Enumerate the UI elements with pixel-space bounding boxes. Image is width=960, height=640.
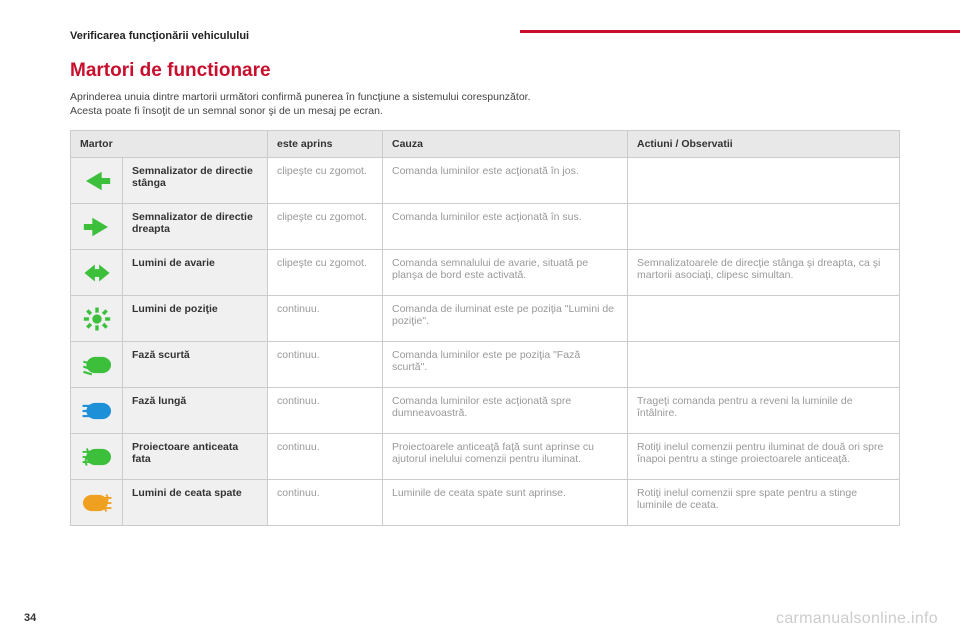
indicator-action: Rotiţi inelul comenzii pentru iluminat d… bbox=[628, 434, 900, 480]
indicator-action: Semnalizatoarele de direcţie stânga şi d… bbox=[628, 250, 900, 296]
indicator-action bbox=[628, 204, 900, 250]
hazard-icon-cell bbox=[71, 250, 123, 296]
front-fog-icon bbox=[80, 443, 114, 471]
table-row: Lumini de ceata spatecontinuu.Luminile d… bbox=[71, 480, 900, 526]
indicator-name: Fază scurtă bbox=[123, 342, 268, 388]
hazard-icon bbox=[80, 259, 114, 287]
indicator-cause: Comanda semnalului de avarie, situată pe… bbox=[383, 250, 628, 296]
header-red-line bbox=[520, 30, 960, 33]
table-header-row: Martor este aprins Cauza Actiuni / Obser… bbox=[71, 131, 900, 158]
indicator-action: Rotiţi inelul comenzii spre spate pentru… bbox=[628, 480, 900, 526]
low-beam-icon bbox=[80, 351, 114, 379]
col-actiuni: Actiuni / Observatii bbox=[628, 131, 900, 158]
indicator-cause: Comanda luminilor este acţionată în jos. bbox=[383, 158, 628, 204]
indicator-lit: clipeşte cu zgomot. bbox=[268, 250, 383, 296]
arrow-left-icon-cell bbox=[71, 158, 123, 204]
indicator-lit: continuu. bbox=[268, 342, 383, 388]
indicator-lit: continuu. bbox=[268, 296, 383, 342]
low-beam-icon-cell bbox=[71, 342, 123, 388]
indicator-cause: Comanda luminilor este pe poziţia "Fază … bbox=[383, 342, 628, 388]
indicator-cause: Proiectoarele anticeaţă faţă sunt aprins… bbox=[383, 434, 628, 480]
indicator-lit: clipeşte cu zgomot. bbox=[268, 204, 383, 250]
page: Verificarea funcţionării vehiculului Mar… bbox=[0, 0, 960, 640]
indicators-table: Martor este aprins Cauza Actiuni / Obser… bbox=[70, 130, 900, 526]
front-fog-icon-cell bbox=[71, 434, 123, 480]
table-row: Lumini de avarieclipeşte cu zgomot.Coman… bbox=[71, 250, 900, 296]
indicator-action bbox=[628, 342, 900, 388]
indicator-lit: clipeşte cu zgomot. bbox=[268, 158, 383, 204]
watermark: carmanualsonline.info bbox=[776, 610, 938, 628]
table-row: Semnalizator de directie stângaclipeşte … bbox=[71, 158, 900, 204]
indicator-action bbox=[628, 158, 900, 204]
sidelights-icon-cell bbox=[71, 296, 123, 342]
arrow-right-icon bbox=[80, 213, 114, 241]
indicator-name: Proiectoare anticeata fata bbox=[123, 434, 268, 480]
indicator-action bbox=[628, 296, 900, 342]
col-martor: Martor bbox=[71, 131, 268, 158]
indicator-name: Lumini de avarie bbox=[123, 250, 268, 296]
indicator-lit: continuu. bbox=[268, 434, 383, 480]
indicator-cause: Comanda luminilor este acţionată în sus. bbox=[383, 204, 628, 250]
indicator-name: Fază lungă bbox=[123, 388, 268, 434]
sidelights-icon bbox=[80, 305, 114, 333]
indicator-name: Semnalizator de directie stânga bbox=[123, 158, 268, 204]
col-aprins: este aprins bbox=[268, 131, 383, 158]
high-beam-icon-cell bbox=[71, 388, 123, 434]
high-beam-icon bbox=[80, 397, 114, 425]
table-row: Fază lungăcontinuu.Comanda luminilor est… bbox=[71, 388, 900, 434]
intro-line2: Acesta poate fi însoţit de un semnal son… bbox=[70, 105, 383, 117]
rear-fog-icon-cell bbox=[71, 480, 123, 526]
intro-text: Aprinderea unuia dintre martorii următor… bbox=[70, 90, 900, 118]
table-row: Lumini de poziţiecontinuu.Comanda de ilu… bbox=[71, 296, 900, 342]
indicator-cause: Comanda luminilor este acţionată spre du… bbox=[383, 388, 628, 434]
page-title: Martori de functionare bbox=[70, 60, 900, 82]
arrow-right-icon-cell bbox=[71, 204, 123, 250]
indicator-action: Trageţi comanda pentru a reveni la lumin… bbox=[628, 388, 900, 434]
rear-fog-icon bbox=[80, 489, 114, 517]
indicator-lit: continuu. bbox=[268, 388, 383, 434]
page-number: 34 bbox=[24, 612, 36, 624]
table-row: Fază scurtăcontinuu.Comanda luminilor es… bbox=[71, 342, 900, 388]
indicator-name: Lumini de poziţie bbox=[123, 296, 268, 342]
indicator-name: Lumini de ceata spate bbox=[123, 480, 268, 526]
indicator-cause: Luminile de ceata spate sunt aprinse. bbox=[383, 480, 628, 526]
col-cauza: Cauza bbox=[383, 131, 628, 158]
table-row: Semnalizator de directie dreaptaclipeşte… bbox=[71, 204, 900, 250]
indicator-name: Semnalizator de directie dreapta bbox=[123, 204, 268, 250]
indicator-cause: Comanda de iluminat este pe poziţia "Lum… bbox=[383, 296, 628, 342]
arrow-left-icon bbox=[80, 167, 114, 195]
intro-line1: Aprinderea unuia dintre martorii următor… bbox=[70, 91, 531, 103]
table-row: Proiectoare anticeata fatacontinuu.Proie… bbox=[71, 434, 900, 480]
indicator-lit: continuu. bbox=[268, 480, 383, 526]
